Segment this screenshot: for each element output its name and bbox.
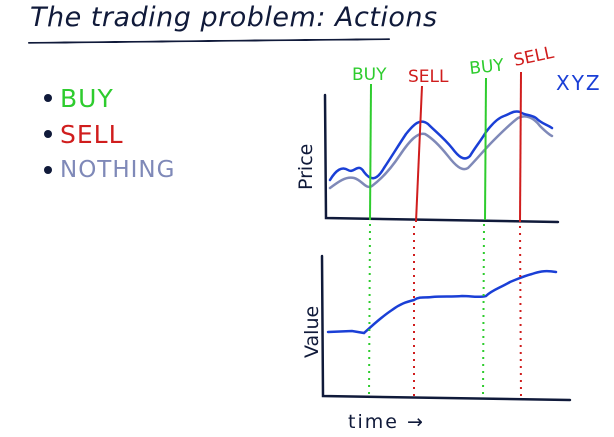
buy-marker-line bbox=[484, 77, 487, 221]
buy-marker-line bbox=[369, 83, 372, 221]
stock-label: XYZ bbox=[556, 71, 602, 95]
action-item-buy: BUY bbox=[44, 80, 175, 116]
marker-label-sell: SELL bbox=[408, 67, 449, 87]
buy-marker-dotted-line bbox=[482, 223, 485, 399]
action-item-nothing: NOTHING bbox=[44, 152, 175, 188]
bullet-icon bbox=[44, 94, 52, 102]
value-line bbox=[326, 269, 558, 335]
action-label-sell: SELL bbox=[60, 119, 124, 149]
sell-marker-line bbox=[519, 71, 522, 223]
action-item-sell: SELL bbox=[44, 116, 175, 152]
time-axis-label: time → bbox=[348, 411, 425, 433]
marker-label-buy: BUY bbox=[352, 65, 387, 85]
price-axis-label: Price bbox=[295, 144, 317, 190]
marker-label-sell: SELL bbox=[512, 43, 556, 71]
sell-marker-dotted-line bbox=[519, 225, 522, 400]
bullet-icon bbox=[44, 166, 52, 174]
value-chart-axes bbox=[320, 254, 572, 402]
price-line bbox=[328, 110, 554, 182]
moving-average-line bbox=[328, 115, 554, 190]
page-title: The trading problem: Actions bbox=[30, 2, 438, 33]
buy-marker-dotted-line bbox=[368, 223, 371, 398]
action-label-buy: BUY bbox=[60, 83, 114, 113]
value-axis-label: Value bbox=[301, 306, 323, 358]
sell-marker-line bbox=[415, 85, 423, 223]
action-list: BUY SELL NOTHING bbox=[44, 80, 175, 188]
price-chart-axes bbox=[323, 93, 560, 224]
bullet-icon bbox=[44, 130, 52, 138]
action-label-nothing: NOTHING bbox=[60, 157, 176, 183]
marker-label-buy: BUY bbox=[468, 55, 505, 79]
